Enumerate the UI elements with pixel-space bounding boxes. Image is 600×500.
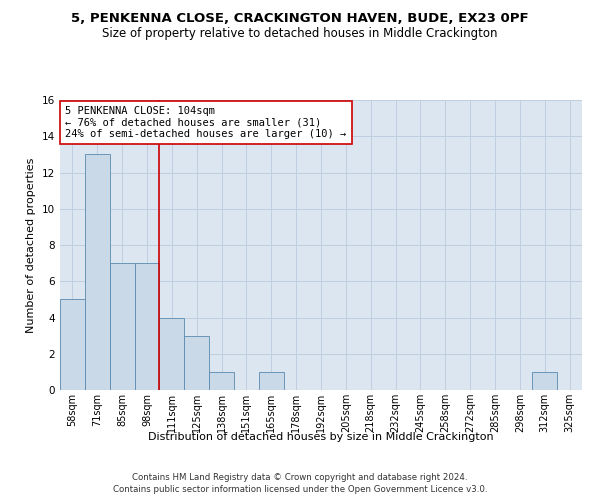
Bar [60, 300, 85, 390]
Text: Contains public sector information licensed under the Open Government Licence v3: Contains public sector information licen… [113, 485, 487, 494]
Bar [85, 154, 110, 390]
Bar [259, 372, 284, 390]
Bar [110, 263, 134, 390]
Bar [209, 372, 234, 390]
Bar [134, 263, 160, 390]
Bar [160, 318, 184, 390]
Y-axis label: Number of detached properties: Number of detached properties [26, 158, 37, 332]
Bar [184, 336, 209, 390]
Text: Contains HM Land Registry data © Crown copyright and database right 2024.: Contains HM Land Registry data © Crown c… [132, 472, 468, 482]
Text: Distribution of detached houses by size in Middle Crackington: Distribution of detached houses by size … [148, 432, 494, 442]
Text: 5 PENKENNA CLOSE: 104sqm
← 76% of detached houses are smaller (31)
24% of semi-d: 5 PENKENNA CLOSE: 104sqm ← 76% of detach… [65, 106, 346, 139]
Bar [532, 372, 557, 390]
Text: 5, PENKENNA CLOSE, CRACKINGTON HAVEN, BUDE, EX23 0PF: 5, PENKENNA CLOSE, CRACKINGTON HAVEN, BU… [71, 12, 529, 26]
Text: Size of property relative to detached houses in Middle Crackington: Size of property relative to detached ho… [102, 28, 498, 40]
